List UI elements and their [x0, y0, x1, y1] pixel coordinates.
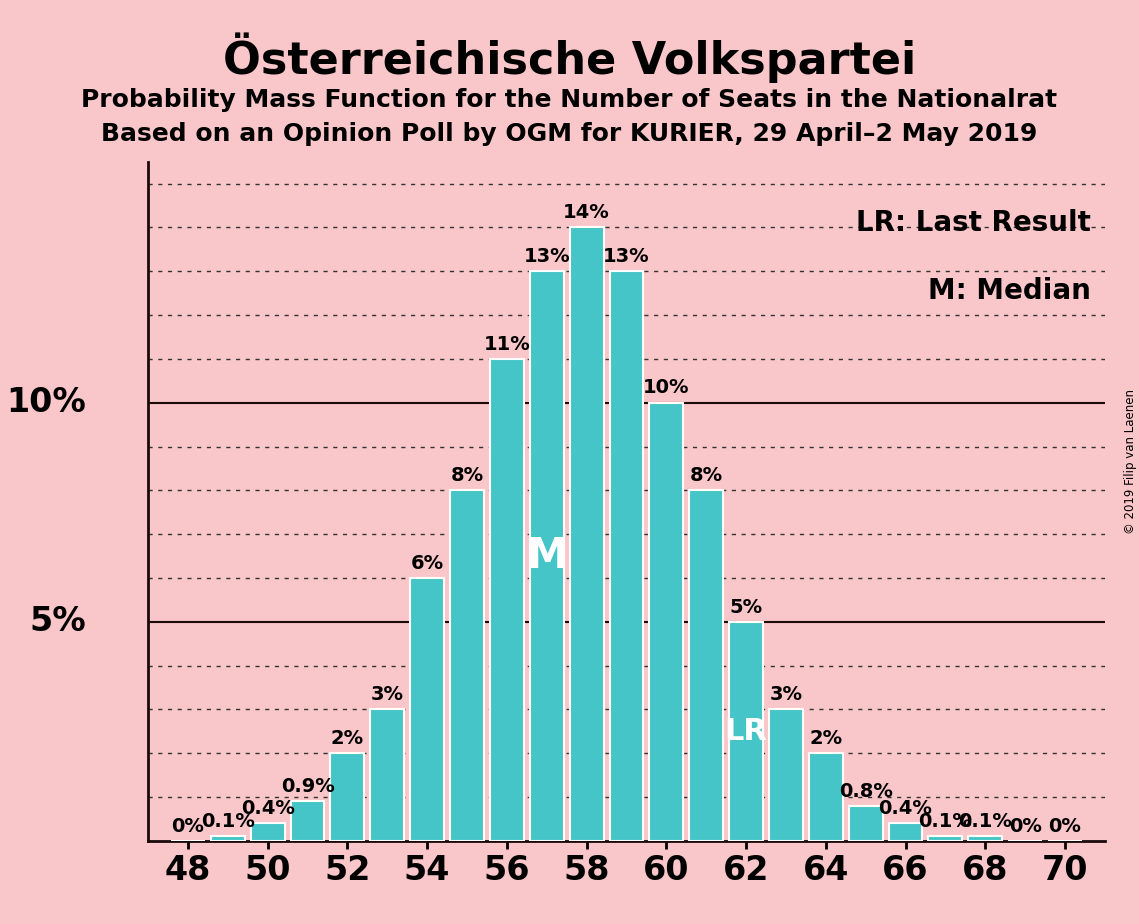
Bar: [251, 823, 285, 841]
Text: 0.1%: 0.1%: [200, 812, 255, 832]
Text: 5%: 5%: [30, 605, 85, 638]
Bar: [609, 272, 644, 841]
Bar: [928, 836, 962, 841]
Text: 0%: 0%: [1049, 817, 1081, 835]
Text: 0.4%: 0.4%: [240, 799, 295, 818]
Bar: [888, 823, 923, 841]
Bar: [211, 836, 245, 841]
Text: M: Median: M: Median: [927, 277, 1090, 305]
Text: 13%: 13%: [524, 247, 570, 266]
Bar: [570, 227, 604, 841]
Bar: [849, 806, 883, 841]
Text: 2%: 2%: [809, 729, 843, 748]
Text: 8%: 8%: [450, 466, 484, 485]
Text: 3%: 3%: [770, 685, 802, 704]
Text: 5%: 5%: [729, 598, 763, 616]
Text: © 2019 Filip van Laenen: © 2019 Filip van Laenen: [1124, 390, 1137, 534]
Text: Based on an Opinion Poll by OGM for KURIER, 29 April–2 May 2019: Based on an Opinion Poll by OGM for KURI…: [101, 122, 1038, 146]
Bar: [410, 578, 444, 841]
Bar: [290, 801, 325, 841]
Text: 6%: 6%: [410, 553, 444, 573]
Bar: [530, 272, 564, 841]
Text: 3%: 3%: [371, 685, 403, 704]
Text: 0%: 0%: [1009, 817, 1041, 835]
Bar: [649, 403, 683, 841]
Text: M: M: [526, 535, 567, 578]
Bar: [490, 359, 524, 841]
Text: 14%: 14%: [563, 203, 611, 222]
Text: 0.1%: 0.1%: [958, 812, 1013, 832]
Text: 10%: 10%: [644, 379, 689, 397]
Text: 2%: 2%: [330, 729, 364, 748]
Text: 13%: 13%: [604, 247, 649, 266]
Text: 0.1%: 0.1%: [918, 812, 973, 832]
Bar: [330, 753, 364, 841]
Bar: [689, 491, 723, 841]
Text: 10%: 10%: [6, 386, 85, 419]
Text: 0.8%: 0.8%: [838, 782, 893, 800]
Text: 0.4%: 0.4%: [878, 799, 933, 818]
Text: 0%: 0%: [172, 817, 204, 835]
Bar: [968, 836, 1002, 841]
Text: LR: LR: [724, 717, 768, 746]
Text: 8%: 8%: [689, 466, 723, 485]
Text: Österreichische Volkspartei: Österreichische Volkspartei: [223, 32, 916, 83]
Text: Probability Mass Function for the Number of Seats in the Nationalrat: Probability Mass Function for the Number…: [81, 88, 1058, 112]
Bar: [729, 622, 763, 841]
Text: 0.9%: 0.9%: [280, 777, 335, 796]
Bar: [450, 491, 484, 841]
Text: 11%: 11%: [483, 334, 531, 354]
Bar: [769, 710, 803, 841]
Bar: [809, 753, 843, 841]
Text: LR: Last Result: LR: Last Result: [855, 209, 1090, 237]
Bar: [370, 710, 404, 841]
